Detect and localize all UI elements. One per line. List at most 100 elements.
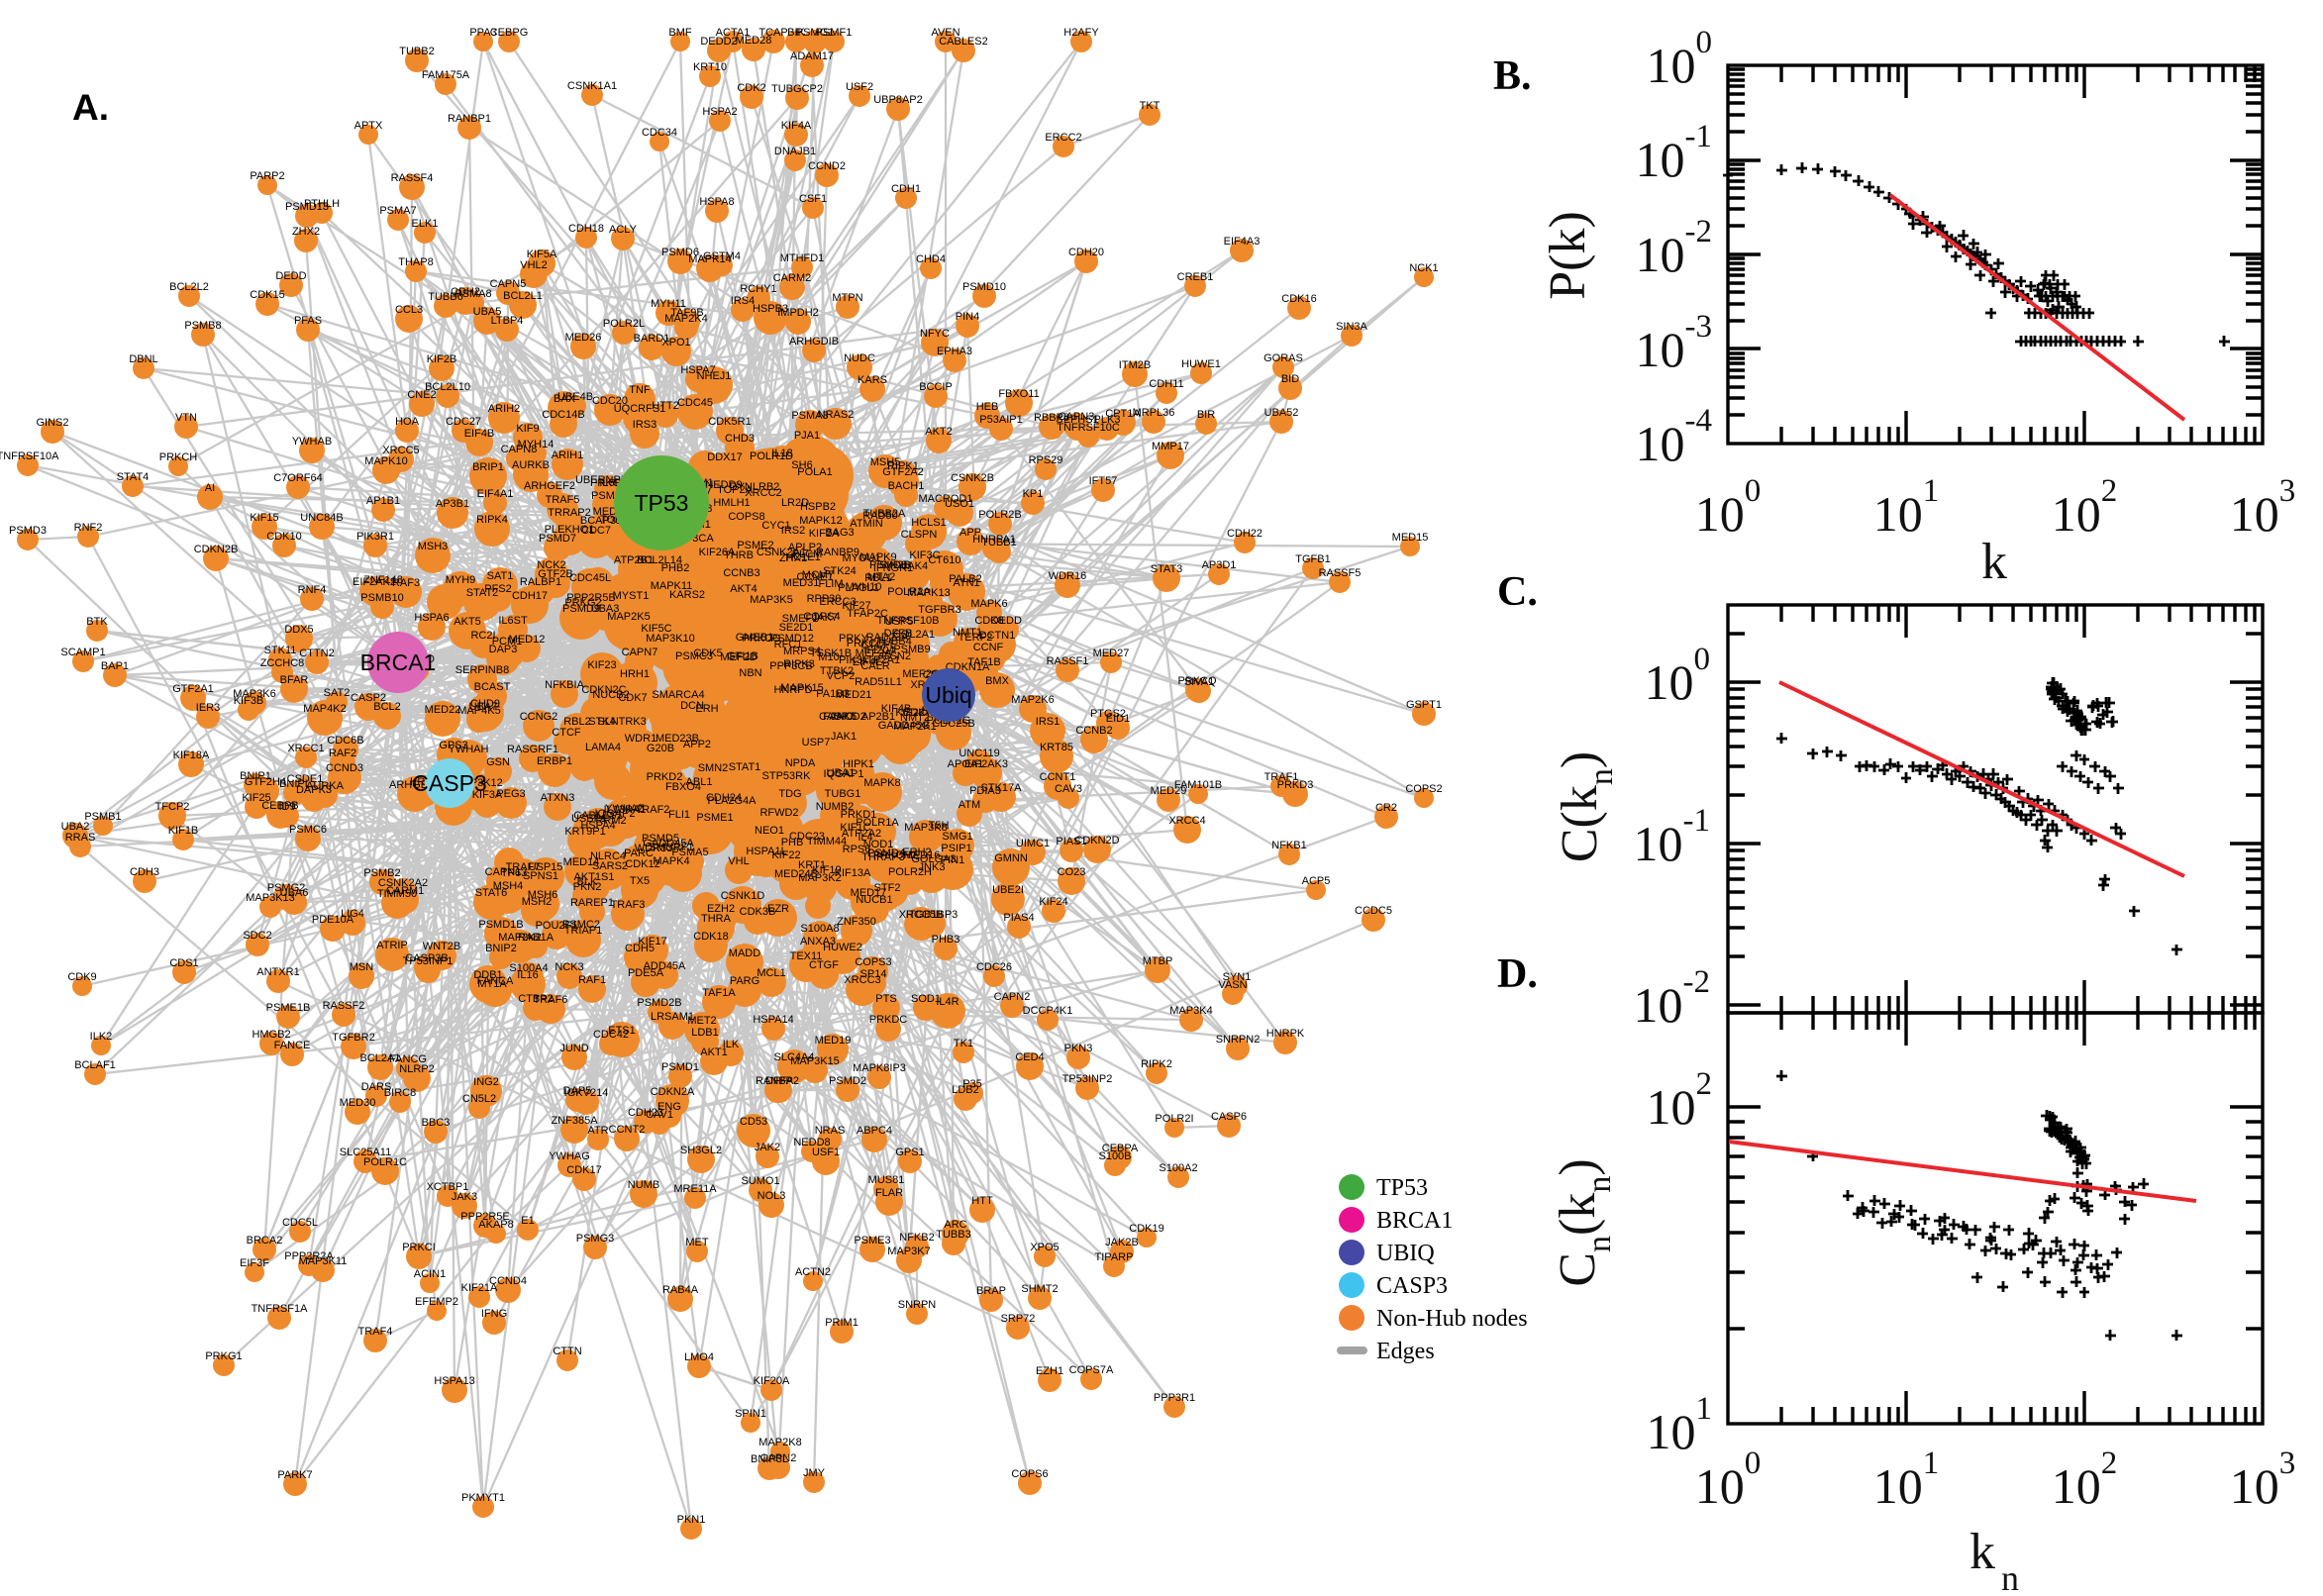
svg-text:JUND: JUND [559, 1043, 588, 1054]
svg-text:MAP4K5: MAP4K5 [457, 705, 500, 717]
svg-text:PSMB10: PSMB10 [360, 592, 403, 604]
svg-text:RBL1: RBL1 [864, 572, 892, 584]
svg-text:STAT6: STAT6 [475, 887, 508, 899]
svg-text:NEO1: NEO1 [755, 825, 784, 837]
svg-text:CAPN2: CAPN2 [994, 991, 1031, 1003]
svg-text:HSPA2: HSPA2 [702, 106, 737, 118]
svg-text:MRPL36: MRPL36 [1133, 407, 1175, 419]
svg-text:ACP5: ACP5 [1302, 875, 1331, 887]
svg-text:ERBP1: ERBP1 [537, 755, 572, 767]
svg-text:TRAF5: TRAF5 [546, 494, 580, 506]
svg-text:PALB2: PALB2 [949, 573, 981, 585]
svg-text:BIK: BIK [787, 27, 805, 39]
svg-text:STAT3: STAT3 [1151, 563, 1183, 575]
svg-text:IL6ST: IL6ST [498, 615, 528, 627]
svg-text:MED30: MED30 [340, 1097, 376, 1109]
svg-text:CCNB2: CCNB2 [1075, 725, 1112, 737]
svg-text:HMGB2: HMGB2 [252, 1029, 290, 1041]
svg-text:CAPN5: CAPN5 [490, 278, 527, 290]
svg-text:HSPA1L: HSPA1L [746, 846, 786, 857]
svg-text:NUCB1: NUCB1 [856, 894, 892, 906]
svg-text:IER3: IER3 [196, 702, 220, 714]
svg-text:PSMB1: PSMB1 [84, 811, 121, 823]
svg-text:ZNF350: ZNF350 [837, 916, 876, 928]
svg-text:CAV3: CAV3 [1055, 783, 1082, 795]
svg-text:TIPARP: TIPARP [1095, 1251, 1134, 1263]
svg-text:NFKB1: NFKB1 [1271, 840, 1306, 851]
svg-text:PTHLH: PTHLH [304, 198, 340, 210]
svg-text:NUMB: NUMB [628, 1179, 659, 1191]
svg-text:PIK3R1: PIK3R1 [356, 531, 394, 543]
svg-text:PIAS1: PIAS1 [1056, 836, 1086, 848]
svg-text:RALBP1: RALBP1 [520, 576, 561, 588]
svg-text:JAK4: JAK4 [902, 560, 928, 572]
svg-text:CCNG2: CCNG2 [520, 711, 558, 723]
svg-text:ARHGEF2: ARHGEF2 [524, 480, 575, 492]
svg-text:COPS8: COPS8 [728, 511, 764, 523]
svg-text:TFCP2: TFCP2 [155, 801, 190, 813]
svg-text:LDB2: LDB2 [952, 1084, 979, 1096]
svg-text:RAB4A: RAB4A [662, 1284, 699, 1296]
svg-text:ZHX2: ZHX2 [292, 226, 320, 238]
svg-text:PSMC3: PSMC3 [675, 650, 713, 662]
svg-text:MED26: MED26 [565, 332, 602, 344]
svg-text:FBXO11: FBXO11 [998, 388, 1039, 400]
svg-text:TDG: TDG [778, 788, 801, 800]
svg-text:SNRPN: SNRPN [898, 1299, 937, 1311]
svg-text:KIF3B: KIF3B [234, 695, 264, 707]
svg-text:EIF4A1: EIF4A1 [477, 488, 514, 500]
svg-text:G20B: G20B [647, 743, 674, 754]
svg-text:MCM7: MCM7 [802, 569, 834, 581]
svg-text:UBA5: UBA5 [473, 306, 502, 318]
svg-text:APP2: APP2 [683, 739, 711, 750]
svg-text:RANBP1: RANBP1 [448, 113, 491, 125]
svg-text:CDC34: CDC34 [642, 127, 677, 139]
svg-text:MSH2: MSH2 [522, 896, 553, 908]
svg-text:TAF1B: TAF1B [967, 656, 1000, 668]
svg-text:BMF: BMF [668, 27, 692, 39]
svg-text:PSMD2B: PSMD2B [637, 997, 681, 1009]
svg-text:DBNL: DBNL [129, 353, 157, 365]
svg-text:MMP17: MMP17 [1152, 441, 1189, 452]
svg-text:BRCA1: BRCA1 [360, 649, 437, 675]
svg-text:VASN: VASN [1218, 979, 1247, 991]
svg-text:RASSF4: RASSF4 [391, 172, 434, 184]
svg-text:MAPK11: MAPK11 [651, 580, 693, 592]
svg-text:HTT: HTT [971, 1195, 993, 1207]
svg-text:NOL3: NOL3 [758, 1190, 786, 1202]
svg-text:TP53: TP53 [635, 490, 689, 516]
svg-text:MAP3K11: MAP3K11 [299, 1255, 348, 1267]
svg-text:TNF: TNF [629, 384, 651, 396]
svg-text:SOD1: SOD1 [911, 993, 941, 1005]
svg-text:AKT5: AKT5 [454, 616, 481, 628]
svg-text:CDH5: CDH5 [625, 943, 655, 954]
svg-text:CASP3: CASP3 [412, 770, 486, 796]
svg-text:STK11: STK11 [264, 645, 297, 656]
svg-text:PSME1B: PSME1B [266, 1002, 311, 1014]
svg-text:BAP1: BAP1 [101, 660, 129, 672]
svg-text:PKN1: PKN1 [677, 1514, 706, 1526]
svg-text:ATRIP: ATRIP [376, 940, 408, 951]
svg-text:PFAS: PFAS [294, 315, 322, 327]
svg-text:BNIP2: BNIP2 [485, 943, 517, 954]
svg-text:BCL2L1: BCL2L1 [503, 290, 543, 302]
svg-text:HTT2: HTT2 [652, 400, 679, 412]
svg-text:MAP4K2: MAP4K2 [303, 703, 346, 715]
svg-text:HUWE2: HUWE2 [823, 942, 862, 953]
svg-text:TNFRSF10B: TNFRSF10B [877, 615, 940, 627]
svg-text:BCL2L14: BCL2L14 [637, 554, 682, 566]
svg-text:USP7: USP7 [802, 737, 831, 748]
svg-text:KIF15: KIF15 [250, 512, 278, 524]
svg-text:MTHFD1: MTHFD1 [780, 252, 825, 264]
svg-text:AKT1: AKT1 [700, 1047, 728, 1058]
svg-text:PRKG1: PRKG1 [205, 1350, 242, 1362]
svg-text:SAT2: SAT2 [324, 687, 351, 699]
svg-text:CTTN: CTTN [553, 1346, 581, 1357]
svg-text:CARM2: CARM2 [773, 272, 812, 284]
svg-text:PSMD2: PSMD2 [829, 1075, 866, 1087]
svg-text:HSPA8: HSPA8 [699, 196, 734, 208]
svg-text:PIN4: PIN4 [956, 311, 979, 323]
svg-text:TCAP: TCAP [758, 27, 787, 39]
svg-text:CED4: CED4 [1015, 1051, 1044, 1063]
svg-text:BACH1: BACH1 [888, 480, 925, 492]
